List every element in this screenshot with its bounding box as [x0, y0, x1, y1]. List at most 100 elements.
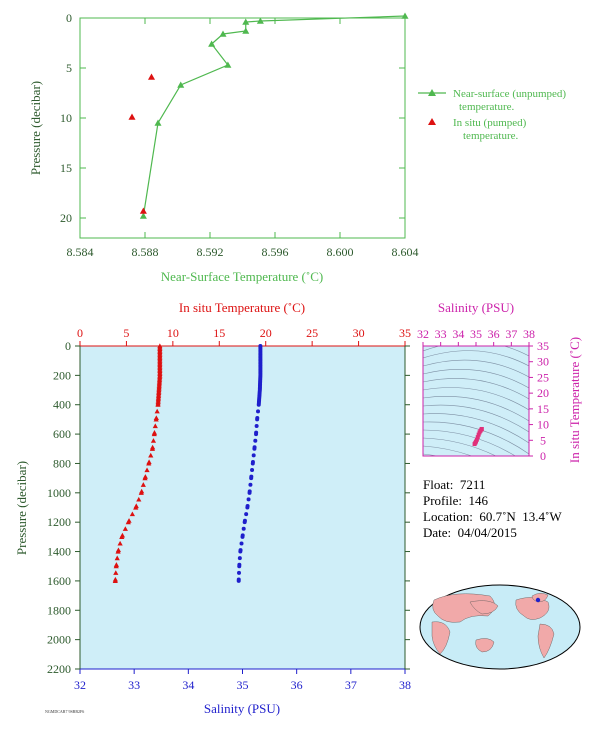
salinity-profile-point — [247, 490, 252, 495]
ts-y-tick-label: 20 — [537, 386, 549, 400]
pressure-tick-label: 2200 — [47, 662, 71, 676]
unpumped-temperature-point — [139, 212, 147, 219]
temp-axis-tick-label: 15 — [213, 326, 225, 340]
salinity-profile-point — [238, 549, 243, 554]
temperature-profile-point — [113, 563, 119, 569]
temperature-profile-point — [140, 482, 146, 487]
temperature-profile-point — [154, 408, 160, 414]
temperature-profile-point — [148, 452, 154, 458]
temperature-profile-point — [142, 475, 148, 481]
temperature-profile-point — [153, 416, 159, 422]
float-location-marker — [535, 597, 541, 603]
ts-x-tick-label: 34 — [452, 327, 464, 341]
pressure-tick-label: 0 — [65, 339, 71, 353]
pressure-tick-label: 1800 — [47, 603, 71, 617]
unpumped-temperature-point — [208, 40, 216, 47]
main-bottom-axis-label: Salinity (PSU) — [204, 701, 280, 716]
temperature-profile-point — [115, 548, 121, 554]
salinity-profile-point — [256, 409, 261, 414]
top-x-tick-label: 8.604 — [392, 245, 419, 259]
temperature-profile-point — [112, 578, 118, 583]
unpumped-temperature-line — [142, 15, 406, 217]
salinity-profile-point — [245, 505, 250, 510]
salinity-profile-point — [250, 468, 255, 473]
salinity-profile-point — [250, 461, 255, 466]
temp-axis-tick-label: 0 — [77, 326, 83, 340]
salinity-profile-point — [254, 424, 259, 429]
near-surface-chart: 8.584 8.588 8.592 8.596 8.600 8.604 0 5 10 15 20 N… — [28, 11, 566, 284]
unpumped-temperature-point — [224, 61, 232, 68]
temperature-profile-point — [125, 519, 131, 525]
main-chart-series — [112, 343, 263, 583]
float-id: Float: 7211 — [423, 477, 486, 492]
ts-y-tick-label: 0 — [540, 449, 546, 463]
temperature-profile-point — [119, 534, 125, 539]
temperature-profile-point — [146, 460, 152, 466]
ts-x-tick-label: 36 — [488, 327, 500, 341]
ts-point — [474, 437, 479, 442]
temperature-profile-point — [152, 423, 158, 429]
map-land — [431, 593, 555, 659]
salinity-profile-point — [237, 556, 242, 561]
ts-top-label: Salinity (PSU) — [438, 300, 514, 315]
pressure-tick-label: 800 — [53, 456, 71, 470]
pressure-tick-label: 200 — [53, 368, 71, 382]
map-land-south-america — [537, 623, 555, 659]
temperature-profile-point — [133, 504, 139, 510]
salinity-axis-tick-label: 33 — [128, 678, 140, 692]
top-x-tick-label: 8.600 — [327, 245, 354, 259]
temperature-profile-point — [149, 446, 156, 451]
unpumped-temperature-point — [242, 27, 250, 34]
pressure-tick-label: 1200 — [47, 515, 71, 529]
ts-y-tick-label: 35 — [537, 339, 549, 353]
pumped-temperature-point — [128, 113, 136, 120]
profile-number: Profile: 146 — [423, 493, 488, 508]
map-land-africa — [431, 621, 451, 655]
pressure-tick-label: 400 — [53, 398, 71, 412]
map-land-australia — [475, 638, 495, 653]
salinity-axis-tick-label: 32 — [74, 678, 86, 692]
top-y-tick-label: 0 — [66, 11, 72, 25]
top-chart-xlabel: Near-Surface Temperature (˚C) — [161, 269, 323, 284]
map-land-asia-east — [469, 600, 499, 615]
unpumped-temperature-point — [242, 18, 250, 25]
ts-x-tick-label: 38 — [523, 327, 535, 341]
temp-axis-tick-label: 20 — [260, 326, 272, 340]
top-plot-frame — [79, 17, 406, 239]
top-y-tick-label: 15 — [60, 161, 72, 175]
pressure-tick-label: 1000 — [47, 486, 71, 500]
temperature-profile-point — [122, 526, 128, 531]
temperature-profile-point — [155, 402, 161, 407]
salinity-axis-tick-label: 38 — [399, 678, 411, 692]
salinity-profile-point — [244, 512, 249, 517]
temp-axis-tick-label: 5 — [123, 326, 129, 340]
temp-axis-tick-label: 25 — [306, 326, 318, 340]
profile-date: Date: 04/04/2015 — [423, 525, 517, 540]
temperature-profile-point — [117, 540, 123, 546]
salinity-profile-point — [254, 432, 259, 437]
temp-axis-tick-label: 35 — [399, 326, 411, 340]
salinity-profile-point — [241, 526, 246, 531]
temperature-profile-point — [129, 511, 135, 517]
legend-series2-line1: In situ (pumped) — [453, 117, 527, 129]
salinity-profile-point — [252, 446, 257, 451]
salinity-profile-point — [237, 564, 242, 569]
ts-y-tick-label: 10 — [537, 418, 549, 432]
top-chart-ylabel: Pressure (decibar) — [28, 81, 43, 175]
salinity-axis-tick-label: 36 — [291, 678, 303, 692]
temperature-profile-point — [138, 490, 144, 495]
profile-chart: 0 5 10 15 20 25 30 35 32 33 34 35 36 37 38 0 200 400 600 80… — [14, 300, 411, 716]
top-y-tick-label: 20 — [60, 211, 72, 225]
unpumped-temperature-point — [177, 81, 185, 88]
unpumped-temperature-point — [401, 12, 409, 19]
salinity-profile-point — [249, 476, 254, 481]
main-chart-ticks: 0 5 10 15 20 25 30 35 32 33 34 35 36 37 38 0 200 400 600 80… — [47, 326, 411, 692]
salinity-profile-point — [240, 534, 245, 539]
ts-point — [479, 426, 484, 431]
top-x-tick-label: 8.588 — [132, 245, 159, 259]
top-y-tick-label: 5 — [66, 61, 72, 75]
salinity-axis-tick-label: 34 — [182, 678, 194, 692]
